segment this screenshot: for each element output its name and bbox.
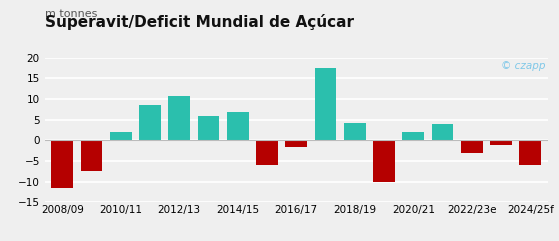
Text: © czapp: © czapp	[501, 61, 545, 71]
Bar	[461, 141, 483, 153]
Text: Superavit/Deficit Mundial de Açúcar: Superavit/Deficit Mundial de Açúcar	[45, 14, 354, 30]
Text: m tonnes: m tonnes	[45, 9, 97, 19]
Bar	[80, 141, 102, 171]
Bar	[51, 141, 73, 188]
Bar	[197, 116, 220, 141]
Bar	[110, 132, 132, 141]
Bar	[139, 105, 161, 141]
Bar	[315, 68, 337, 141]
Bar	[256, 141, 278, 165]
Bar	[432, 124, 453, 141]
Bar	[227, 112, 249, 141]
Bar	[373, 141, 395, 182]
Bar	[519, 141, 541, 165]
Bar	[285, 141, 307, 147]
Bar	[168, 96, 190, 141]
Bar	[402, 132, 424, 141]
Bar	[490, 141, 512, 145]
Bar	[344, 123, 366, 141]
